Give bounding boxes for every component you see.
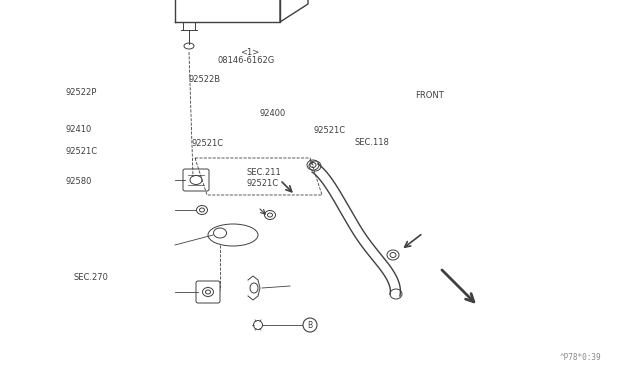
Text: 92522B: 92522B [189,75,221,84]
Text: 92400: 92400 [259,109,285,118]
Text: 92410: 92410 [66,125,92,134]
Text: 92521C: 92521C [192,139,224,148]
Text: FRONT: FRONT [415,91,444,100]
Text: 92521C: 92521C [314,126,346,135]
Text: 92522P: 92522P [66,88,97,97]
Text: 92521C: 92521C [66,147,98,156]
Text: <1>: <1> [240,48,259,57]
Text: 08146-6162G: 08146-6162G [218,56,275,65]
Text: B: B [307,321,312,330]
Text: ^P78*0:39: ^P78*0:39 [560,353,602,362]
Text: 92521C: 92521C [246,179,278,188]
Text: SEC.270: SEC.270 [74,273,108,282]
Text: SEC.118: SEC.118 [355,138,389,147]
Text: 92580: 92580 [66,177,92,186]
Text: SEC.211: SEC.211 [246,169,281,177]
